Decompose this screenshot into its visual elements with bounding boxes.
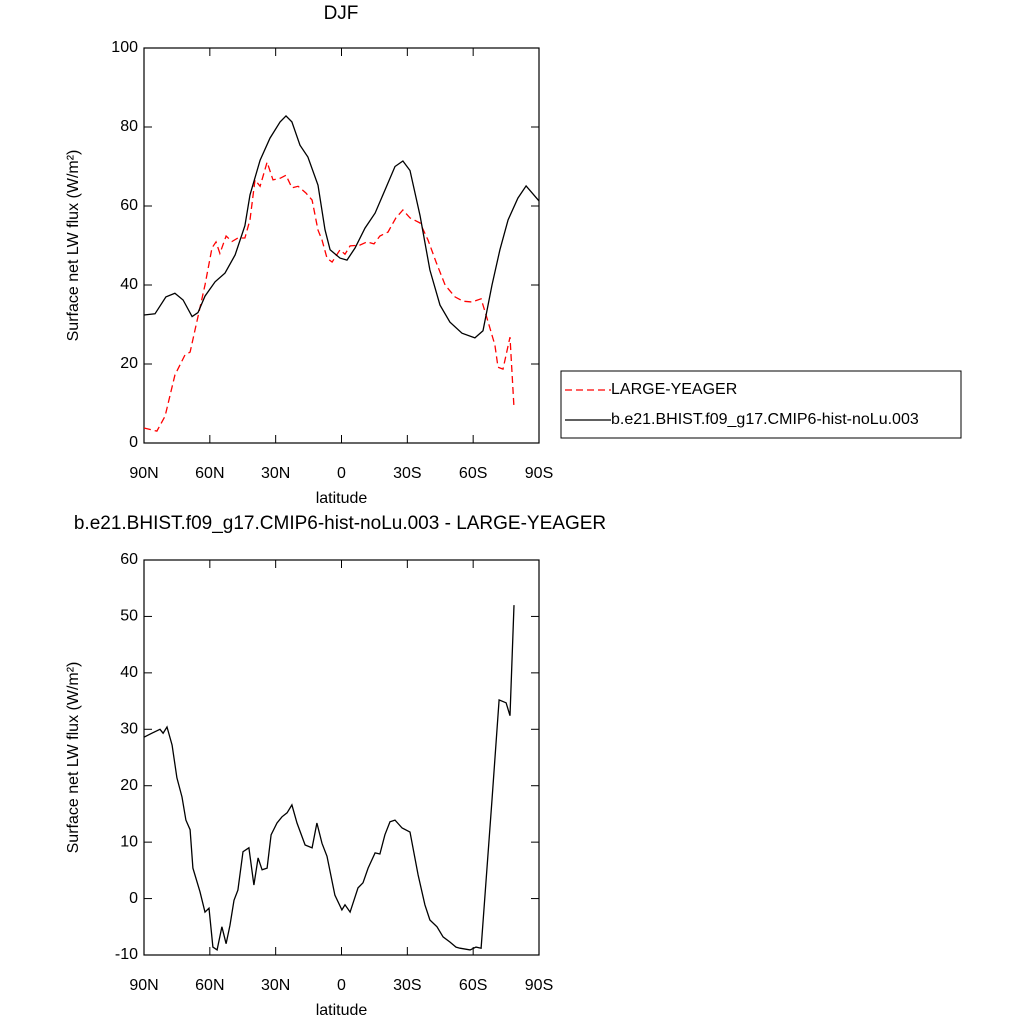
x-tick-label: 30N — [261, 465, 290, 482]
x-tick-label: 60N — [195, 465, 224, 482]
x-axis-label: latitude — [316, 1002, 368, 1019]
data-line — [143, 160, 515, 432]
y-tick-label: 0 — [129, 434, 138, 451]
legend-label: LARGE-YEAGER — [611, 381, 737, 398]
data-line — [143, 114, 540, 339]
y-tick-label: 40 — [120, 276, 138, 293]
y-tick-label: 20 — [120, 355, 138, 372]
y-tick-label: 60 — [120, 197, 138, 214]
y-tick-label: 10 — [120, 833, 138, 850]
y-axis-label: Surface net LW flux (W/m²) — [65, 662, 82, 854]
y-tick-label: 80 — [120, 118, 138, 135]
x-tick-label: 90S — [525, 465, 553, 482]
x-tick-label: 90N — [129, 465, 158, 482]
x-tick-label: 60S — [459, 465, 487, 482]
x-tick-label: 0 — [337, 465, 346, 482]
chart-title: b.e21.BHIST.f09_g17.CMIP6-hist-noLu.003 … — [74, 513, 606, 534]
legend-label: b.e21.BHIST.f09_g17.CMIP6-hist-noLu.003 — [611, 411, 919, 428]
x-tick-label: 90N — [129, 977, 158, 994]
y-tick-label: 20 — [120, 777, 138, 794]
y-tick-label: 0 — [129, 890, 138, 907]
y-tick-label: 100 — [111, 39, 138, 56]
x-tick-label: 0 — [337, 977, 346, 994]
y-tick-label: 50 — [120, 608, 138, 625]
x-tick-label: 60S — [459, 977, 487, 994]
y-axis-label: Surface net LW flux (W/m²) — [65, 150, 82, 342]
chart-title: DJF — [324, 3, 359, 24]
x-axis-label: latitude — [316, 490, 368, 507]
plot-frame — [143, 559, 540, 956]
plot-frame — [143, 47, 540, 444]
x-tick-label: 60N — [195, 977, 224, 994]
data-line — [143, 605, 515, 951]
legend-box — [560, 370, 962, 439]
x-tick-label: 90S — [525, 977, 553, 994]
x-tick-label: 30S — [393, 977, 421, 994]
y-tick-label: 60 — [120, 551, 138, 568]
y-tick-label: 40 — [120, 664, 138, 681]
x-tick-label: 30S — [393, 465, 421, 482]
x-tick-label: 30N — [261, 977, 290, 994]
y-tick-label: 30 — [120, 721, 138, 738]
y-tick-label: -10 — [115, 946, 138, 963]
